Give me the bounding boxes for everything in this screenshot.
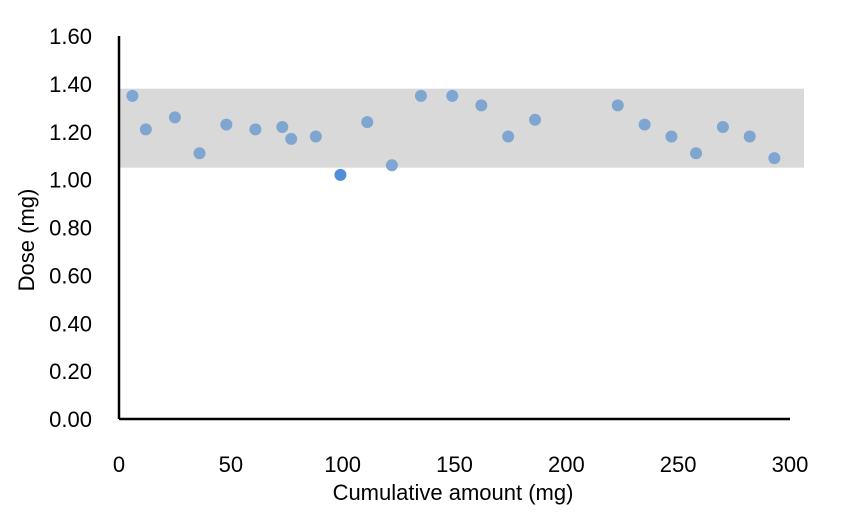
data-point [665,130,678,143]
reference-range-band [119,88,804,168]
data-point [193,147,206,160]
data-point [334,168,347,181]
data-point [168,111,181,124]
x-tick-label: 300 [772,452,809,477]
data-point [768,152,781,165]
y-tick-label: 1.60 [49,24,92,49]
y-tick-label: 1.00 [49,168,92,193]
reference-band-layer [119,88,804,168]
data-point [385,159,398,172]
data-point [285,132,298,145]
data-point [220,118,233,131]
x-tick-label: 150 [436,452,473,477]
x-axis-title: Cumulative amount (mg) [333,480,574,505]
data-point [690,147,703,160]
y-tick-label: 0.40 [49,311,92,336]
data-point [743,130,756,143]
data-point [126,89,139,102]
data-point [309,130,322,143]
data-points-layer [126,89,781,181]
y-tick-label: 0.60 [49,263,92,288]
data-point [475,99,488,112]
data-point [638,118,651,131]
data-point [361,116,374,129]
x-tick-label: 200 [548,452,585,477]
data-point [414,89,427,102]
data-point [249,123,262,136]
data-point [529,113,542,126]
x-tick-label: 50 [219,452,243,477]
y-tick-label: 1.40 [49,72,92,97]
x-tick-label: 0 [113,452,125,477]
data-point [276,120,289,133]
y-tick-label: 1.20 [49,120,92,145]
x-tick-label: 250 [660,452,697,477]
data-point [611,99,624,112]
y-axis-title: Dose (mg) [14,189,39,292]
data-point [502,130,515,143]
x-tick-label: 100 [324,452,361,477]
y-tick-label: 0.20 [49,359,92,384]
y-tick-label: 0.00 [49,407,92,432]
data-point [716,120,729,133]
tick-labels-layer: 0.00 0.20 0.40 0.60 0.80 1.00 1.20 1.40 1.60 0 50 1… [49,24,808,477]
data-point [139,123,152,136]
axes-layer [117,36,790,421]
y-tick-label: 0.80 [49,216,92,241]
data-point [446,89,459,102]
